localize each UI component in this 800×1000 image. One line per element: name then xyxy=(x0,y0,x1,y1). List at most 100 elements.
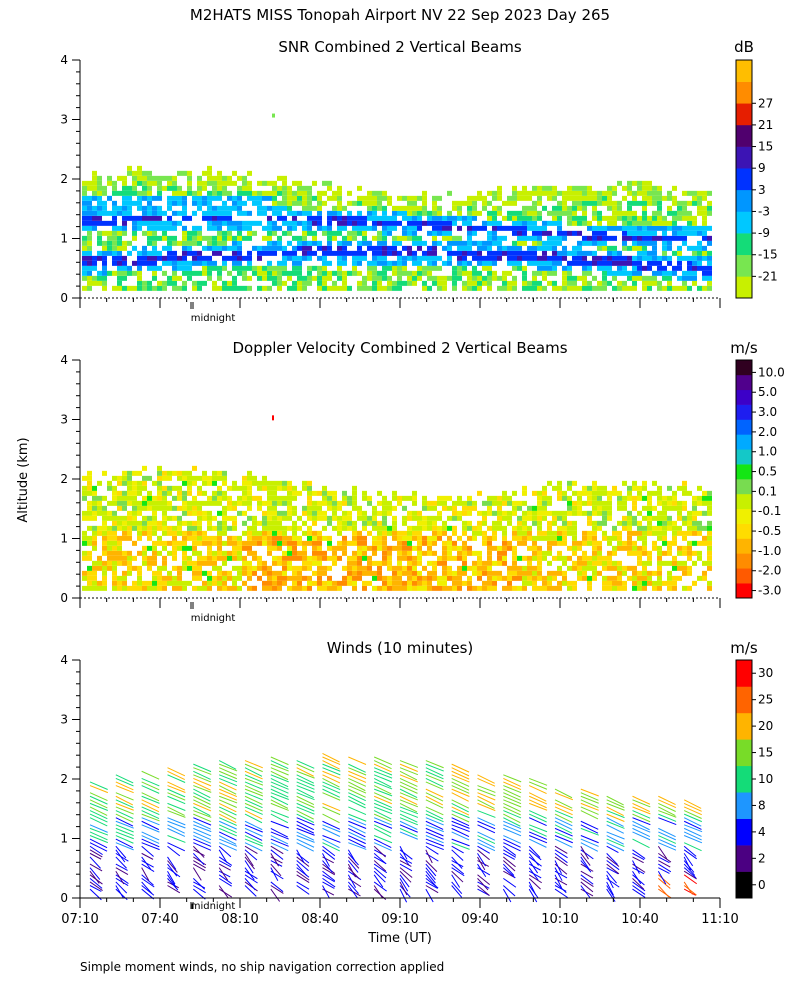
velocity-cell xyxy=(662,581,667,586)
velocity-cell xyxy=(372,586,377,591)
velocity-cell xyxy=(532,586,537,591)
snr-cell xyxy=(317,241,322,246)
snr-cell xyxy=(202,211,207,216)
wind-barb xyxy=(478,832,495,840)
snr-cell xyxy=(587,251,592,256)
snr-cell xyxy=(557,226,562,231)
velocity-cell xyxy=(552,586,557,591)
velocity-cell xyxy=(597,546,602,551)
velocity-cell xyxy=(232,546,237,551)
snr-cell xyxy=(537,211,542,216)
snr-cell xyxy=(177,266,182,271)
snr-cell xyxy=(302,206,307,211)
snr-cell xyxy=(202,281,207,286)
snr-cell xyxy=(562,251,567,256)
snr-cell xyxy=(407,246,412,251)
velocity-cell xyxy=(542,511,547,516)
velocity-cell xyxy=(177,526,182,531)
snr-cell xyxy=(477,286,482,291)
velocity-cell xyxy=(207,496,212,501)
snr-cell xyxy=(222,236,227,241)
velocity-cell xyxy=(92,486,97,491)
velocity-cell xyxy=(467,551,472,556)
snr-cell xyxy=(327,231,332,236)
velocity-cell xyxy=(372,526,377,531)
velocity-cell xyxy=(622,481,627,486)
snr-cell xyxy=(617,256,622,261)
velocity-cell xyxy=(217,586,222,591)
velocity-cell xyxy=(467,521,472,526)
velocity-cell xyxy=(592,521,597,526)
snr-cell xyxy=(632,271,637,276)
velocity-cell xyxy=(482,581,487,586)
velocity-cell xyxy=(242,511,247,516)
snr-cell xyxy=(302,246,307,251)
snr-cell xyxy=(677,261,682,266)
snr-cell xyxy=(217,226,222,231)
velocity-cell xyxy=(267,541,272,546)
velocity-cell xyxy=(442,541,447,546)
snr-cell xyxy=(707,191,712,196)
velocity-cell xyxy=(402,581,407,586)
snr-cell xyxy=(647,186,652,191)
velocity-cell xyxy=(112,521,117,526)
velocity-cell xyxy=(477,566,482,571)
wind-barb xyxy=(452,828,469,836)
snr-cell xyxy=(262,226,267,231)
snr-cell xyxy=(152,246,157,251)
snr-cell xyxy=(282,196,287,201)
velocity-cell xyxy=(342,566,347,571)
velocity-cell xyxy=(152,541,157,546)
velocity-cell xyxy=(262,501,267,506)
snr-cell xyxy=(147,286,152,291)
snr-cell xyxy=(522,211,527,216)
velocity-cell xyxy=(472,571,477,576)
snr-cell xyxy=(477,211,482,216)
velocity-cell xyxy=(172,581,177,586)
snr-cell xyxy=(482,281,487,286)
velocity-cell xyxy=(382,511,387,516)
snr-cell xyxy=(222,181,227,186)
velocity-cell xyxy=(207,501,212,506)
snr-cell xyxy=(497,246,502,251)
snr-cell xyxy=(612,276,617,281)
velocity-cell xyxy=(382,581,387,586)
velocity-cell xyxy=(522,516,527,521)
snr-cell xyxy=(492,216,497,221)
snr-cell xyxy=(582,251,587,256)
snr-cell xyxy=(112,216,117,221)
velocity-cell xyxy=(277,521,282,526)
snr-cell xyxy=(157,191,162,196)
velocity-cell xyxy=(282,516,287,521)
snr-cell xyxy=(212,286,217,291)
snr-cell xyxy=(527,211,532,216)
velocity-cell xyxy=(642,531,647,536)
snr-cell xyxy=(147,266,152,271)
velocity-cell xyxy=(327,541,332,546)
snr-cell xyxy=(112,271,117,276)
snr-cell xyxy=(112,201,117,206)
snr-cell xyxy=(82,261,87,266)
velocity-cell xyxy=(252,586,257,591)
snr-cell xyxy=(167,196,172,201)
velocity-cell xyxy=(107,556,112,561)
velocity-cell xyxy=(462,546,467,551)
snr-cell xyxy=(617,286,622,291)
velocity-cell xyxy=(277,556,282,561)
velocity-cell xyxy=(522,541,527,546)
velocity-cell xyxy=(407,556,412,561)
velocity-cell xyxy=(452,516,457,521)
velocity-cell xyxy=(92,491,97,496)
velocity-cell xyxy=(97,556,102,561)
snr-cell xyxy=(412,221,417,226)
velocity-cell xyxy=(432,571,437,576)
velocity-cell xyxy=(167,516,172,521)
velocity-cell xyxy=(532,506,537,511)
snr-cell xyxy=(442,261,447,266)
snr-cell xyxy=(162,236,167,241)
velocity-cell xyxy=(162,491,167,496)
snr-cell xyxy=(102,286,107,291)
velocity-cell xyxy=(692,541,697,546)
velocity-cell xyxy=(367,501,372,506)
wind-barb xyxy=(245,811,262,819)
